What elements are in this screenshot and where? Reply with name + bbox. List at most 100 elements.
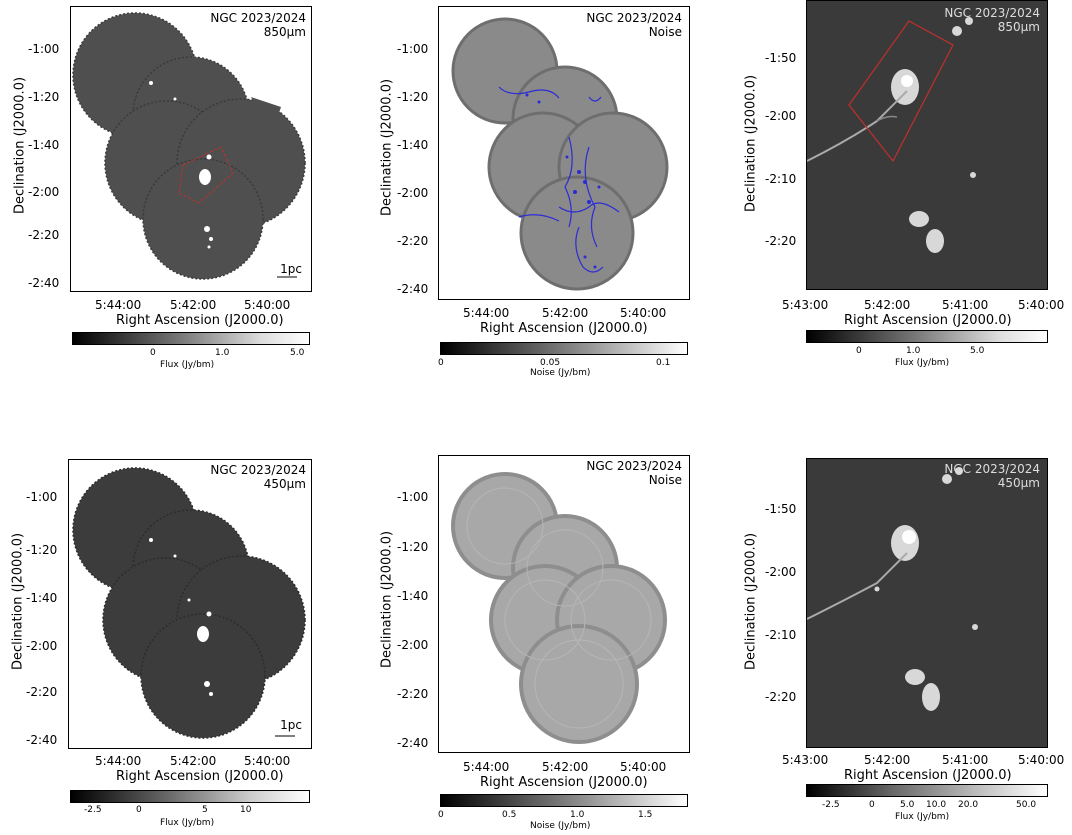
xtick: 5:42:00 [542, 760, 589, 774]
y-axis-label: Declination (J2000.0) [379, 530, 395, 669]
x-axis-label: Right Ascension (J2000.0) [480, 775, 648, 790]
ytick: -1:00 [26, 490, 58, 504]
map-image [70, 6, 312, 292]
map-image [438, 6, 690, 300]
xtick: 5:42:00 [170, 298, 217, 312]
ytick: -1:00 [397, 490, 429, 504]
colorbar-title: Flux (Jy/bm) [895, 358, 950, 368]
x-axis-label: Right Ascension (J2000.0) [844, 313, 1012, 328]
map-svg [72, 467, 306, 739]
ytick: -1:50 [765, 502, 797, 516]
ytick: -1:20 [28, 90, 60, 104]
x-axis-label: Right Ascension (J2000.0) [116, 769, 284, 784]
wavelength-label: 850μm [263, 25, 306, 39]
source-label: NGC 2023/2024 [944, 462, 1040, 476]
ytick: -1:20 [397, 540, 429, 554]
ytick: -1:20 [397, 90, 429, 104]
colorbar-tick: 50.0 [1016, 800, 1037, 810]
ytick: -2:20 [397, 687, 429, 701]
xtick: 5:43:00 [782, 753, 829, 767]
noise-label: Noise [648, 25, 682, 39]
x-axis-label: Right Ascension (J2000.0) [480, 321, 648, 336]
xtick: 5:41:00 [942, 753, 989, 767]
colorbar-tick: 5 [202, 805, 208, 815]
colorbar-tick: 5.0 [290, 348, 305, 358]
colorbar-tick: 0 [856, 346, 862, 356]
xtick: 5:43:00 [782, 298, 829, 312]
x-axis-label: Right Ascension (J2000.0) [844, 768, 1012, 783]
ytick: -2:00 [765, 565, 797, 579]
ytick: -1:00 [28, 42, 60, 56]
ytick: -2:40 [28, 276, 60, 290]
scalebar-label: 1pc [280, 718, 302, 732]
colorbar [806, 330, 1048, 343]
ytick: -2:20 [28, 228, 60, 242]
xtick: 5:42:00 [864, 753, 911, 767]
colorbar-title: Noise (Jy/bm) [530, 821, 591, 831]
zoom-image [806, 458, 1048, 748]
colorbar-tick: 0.5 [502, 810, 517, 820]
zoom-svg [807, 17, 976, 253]
colorbar-tick: 20.0 [958, 800, 979, 810]
y-axis-label: Declination (J2000.0) [10, 532, 26, 671]
ytick: -1:40 [397, 589, 429, 603]
colorbar-tick: 1.0 [906, 346, 921, 356]
colorbar-tick: 0 [438, 358, 444, 368]
xtick: 5:40:00 [1018, 298, 1065, 312]
colorbar [72, 332, 310, 345]
ytick: -2:10 [765, 172, 797, 186]
xtick: 5:44:00 [95, 754, 142, 768]
source-label: NGC 2023/2024 [210, 463, 306, 477]
colorbar-title: Flux (Jy/bm) [160, 360, 215, 370]
colorbar [440, 794, 688, 807]
map-svg [451, 472, 667, 744]
colorbar-tick: 0 [438, 810, 444, 820]
ytick: -2:20 [397, 234, 429, 248]
xtick: 5:40:00 [1018, 753, 1065, 767]
source-label: NGC 2023/2024 [586, 459, 682, 473]
ytick: -2:40 [397, 282, 429, 296]
ytick: -1:40 [26, 591, 58, 605]
ytick: -2:20 [765, 690, 797, 704]
wavelength-label: 450μm [263, 477, 306, 491]
y-axis-label: Declination (J2000.0) [12, 76, 28, 215]
colorbar [806, 784, 1048, 797]
scalebar-label: 1pc [280, 262, 302, 276]
colorbar-tick: 5.0 [970, 346, 985, 356]
wavelength-label: 850μm [997, 20, 1040, 34]
xtick: 5:42:00 [864, 298, 911, 312]
y-axis-label: Declination (J2000.0) [743, 74, 759, 213]
ytick: -2:00 [28, 185, 60, 199]
ytick: -2:40 [397, 736, 429, 750]
xtick: 5:44:00 [463, 760, 510, 774]
colorbar-tick: -2.5 [822, 800, 840, 810]
ytick: -2:20 [765, 234, 797, 248]
colorbar-tick: 1.0 [215, 348, 230, 358]
ytick: -2:00 [397, 186, 429, 200]
ytick: -1:40 [28, 138, 60, 152]
source-label: NGC 2023/2024 [944, 6, 1040, 20]
zoom-image [806, 0, 1048, 290]
colorbar-tick: 0.1 [656, 358, 671, 368]
x-axis-label: Right Ascension (J2000.0) [116, 313, 284, 328]
y-axis-label: Declination (J2000.0) [379, 78, 395, 217]
colorbar-tick: 1.0 [570, 810, 585, 820]
ytick: -1:40 [397, 138, 429, 152]
colorbar-tick: 10.0 [926, 800, 947, 810]
xtick: 5:42:00 [542, 306, 589, 320]
zoom-svg [807, 467, 978, 711]
xtick: 5:40:00 [620, 306, 667, 320]
xtick: 5:44:00 [463, 306, 510, 320]
xtick: 5:41:00 [942, 298, 989, 312]
ytick: -1:20 [26, 543, 58, 557]
xtick: 5:42:00 [170, 754, 217, 768]
colorbar-tick: 5.0 [900, 800, 915, 810]
map-svg [451, 17, 669, 291]
colorbar-title: Flux (Jy/bm) [160, 818, 215, 828]
ytick: -2:10 [765, 628, 797, 642]
ytick: -2:20 [26, 685, 58, 699]
wavelength-label: 450μm [997, 476, 1040, 490]
colorbar-title: Noise (Jy/bm) [530, 368, 591, 378]
ytick: -1:50 [765, 51, 797, 65]
colorbar-tick: 10 [240, 805, 252, 815]
